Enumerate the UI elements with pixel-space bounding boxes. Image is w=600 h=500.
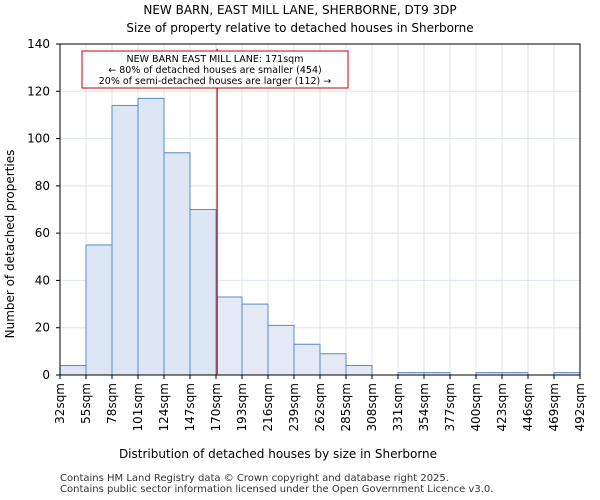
x-tick-label: 377sqm [443,383,457,431]
bar-216sqm [267,324,295,376]
x-tick-label: 32sqm [53,383,67,424]
x-tick-label: 446sqm [521,383,535,431]
x-axis-ticks: 32sqm 55sqm 78sqm 101sqm 124sqm 147sqm 170sqm 1… [53,375,587,431]
bar-170sqm [215,296,243,376]
x-tick-label: 170sqm [209,383,223,431]
annotation-frame [81,50,349,89]
bar-32sqm [59,365,87,376]
annotation-line1: NEW BARN EAST MILL LANE: 171sqm [127,54,304,65]
x-tick-label: 262sqm [313,383,327,431]
bar-55sqm [85,244,113,376]
x-tick-label: 492sqm [573,383,587,431]
bar-285sqm [345,365,373,376]
x-tick-label: 147sqm [183,383,197,431]
x-tick-label: 101sqm [131,383,145,431]
bar-262sqm [319,353,347,376]
x-tick-label: 331sqm [391,383,405,431]
footer-licence: Contains public sector information licen… [60,484,494,495]
bar-101sqm [137,97,165,376]
x-tick-label: 216sqm [261,383,275,431]
x-tick-label: 124sqm [157,383,171,431]
y-tick-label: 60 [35,226,50,240]
annotation-line2: ← 80% of detached houses are smaller (45… [108,65,321,76]
annotation-line3: 20% of semi-detached houses are larger (… [99,76,332,87]
x-tick-label: 55sqm [79,383,93,424]
annotation-box: NEW BARN EAST MILL LANE: 171sqm ← 80% of… [81,50,349,89]
y-tick-label: 40 [35,273,50,287]
x-tick-label: 285sqm [339,383,353,431]
chart-title-line2: Size of property relative to detached ho… [126,21,473,35]
x-tick-label: 400sqm [469,383,483,431]
y-tick-label: 80 [35,179,50,193]
y-axis-label: Number of detached properties [3,150,17,339]
x-tick-label: 354sqm [417,383,431,431]
y-axis-ticks: 0 20 40 60 80 100 120 140 [27,37,60,382]
footer-copyright: Contains HM Land Registry data © Crown c… [60,473,449,484]
bar-147sqm [189,209,217,376]
y-tick-label: 0 [42,368,50,382]
x-tick-label: 193sqm [235,383,249,431]
y-tick-label: 120 [27,84,50,98]
bar-78sqm [111,104,139,376]
y-tick-label: 20 [35,321,50,335]
bar-239sqm [293,343,321,376]
x-tick-label: 423sqm [495,383,509,431]
bar-193sqm [241,303,269,376]
x-tick-label: 469sqm [547,383,561,431]
x-tick-label: 308sqm [365,383,379,431]
chart-title-line1: NEW BARN, EAST MILL LANE, SHERBORNE, DT9… [143,3,456,17]
bars [59,97,581,376]
x-tick-label: 78sqm [105,383,119,424]
y-tick-label: 140 [27,37,50,51]
y-tick-label: 100 [27,132,50,146]
x-tick-label: 239sqm [287,383,301,431]
x-axis-label: Distribution of detached houses by size … [119,447,437,461]
bar-124sqm [163,152,191,376]
